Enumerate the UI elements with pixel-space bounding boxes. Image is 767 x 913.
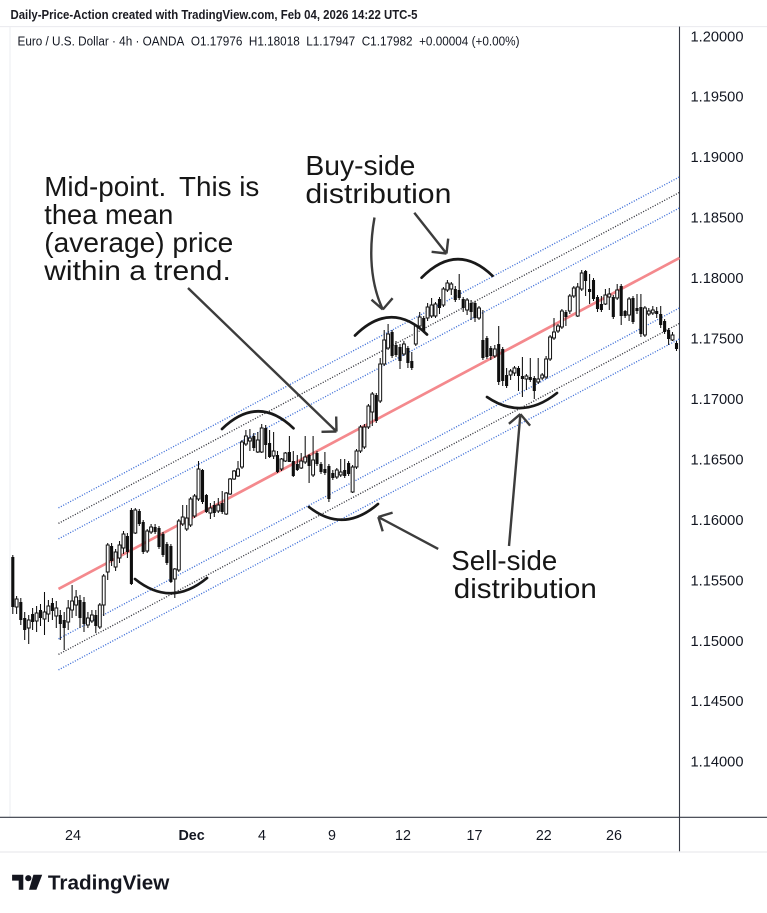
svg-text:1.15500: 1.15500 bbox=[691, 573, 744, 589]
svg-text:Daily-Price-Action created wit: Daily-Price-Action created with TradingV… bbox=[11, 7, 418, 22]
svg-text:1.16000: 1.16000 bbox=[691, 513, 744, 529]
svg-text:9: 9 bbox=[328, 828, 336, 844]
svg-text:1.18500: 1.18500 bbox=[691, 211, 744, 227]
svg-text:22: 22 bbox=[536, 828, 552, 844]
svg-text:thea mean: thea mean bbox=[44, 199, 173, 230]
svg-text:(average) price: (average) price bbox=[44, 227, 233, 258]
svg-text:1.14000: 1.14000 bbox=[691, 755, 744, 771]
svg-text:1.19500: 1.19500 bbox=[691, 90, 744, 106]
svg-text:Sell-side: Sell-side bbox=[451, 545, 557, 576]
svg-text:26: 26 bbox=[606, 828, 622, 844]
svg-text:1.16500: 1.16500 bbox=[691, 452, 744, 468]
svg-text:TradingView: TradingView bbox=[48, 873, 170, 895]
svg-text:distribution: distribution bbox=[305, 178, 451, 209]
svg-text:1.18000: 1.18000 bbox=[691, 271, 744, 287]
svg-text:Dec: Dec bbox=[178, 828, 204, 844]
svg-text:Euro / U.S. Dollar · 4h · OAND: Euro / U.S. Dollar · 4h · OANDA O1.17976… bbox=[18, 33, 520, 48]
svg-text:within a trend.: within a trend. bbox=[43, 255, 231, 286]
svg-text:1.17500: 1.17500 bbox=[691, 332, 744, 348]
svg-text:12: 12 bbox=[395, 828, 411, 844]
svg-text:Buy-side: Buy-side bbox=[305, 150, 415, 181]
svg-text:1.20000: 1.20000 bbox=[691, 29, 744, 45]
svg-text:1.15000: 1.15000 bbox=[691, 634, 744, 650]
svg-text:distribution: distribution bbox=[454, 573, 597, 604]
svg-text:24: 24 bbox=[65, 828, 81, 844]
svg-text:1.17000: 1.17000 bbox=[691, 392, 744, 408]
svg-text:1.14500: 1.14500 bbox=[691, 694, 744, 710]
svg-text:4: 4 bbox=[258, 828, 266, 844]
svg-text:1.19000: 1.19000 bbox=[691, 150, 744, 166]
svg-text:17: 17 bbox=[467, 828, 483, 844]
svg-text:Mid-point. This is: Mid-point. This is bbox=[44, 171, 259, 202]
